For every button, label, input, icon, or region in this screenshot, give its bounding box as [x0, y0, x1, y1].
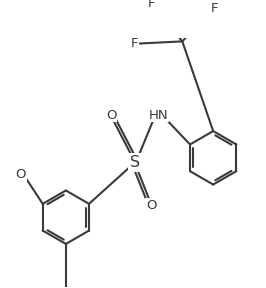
Text: F: F: [148, 0, 155, 10]
Text: F: F: [131, 37, 139, 50]
Text: HN: HN: [149, 109, 168, 122]
Text: F: F: [211, 2, 218, 15]
Text: S: S: [130, 155, 140, 170]
Text: O: O: [15, 168, 26, 181]
Text: O: O: [146, 199, 157, 212]
Text: O: O: [106, 109, 116, 122]
